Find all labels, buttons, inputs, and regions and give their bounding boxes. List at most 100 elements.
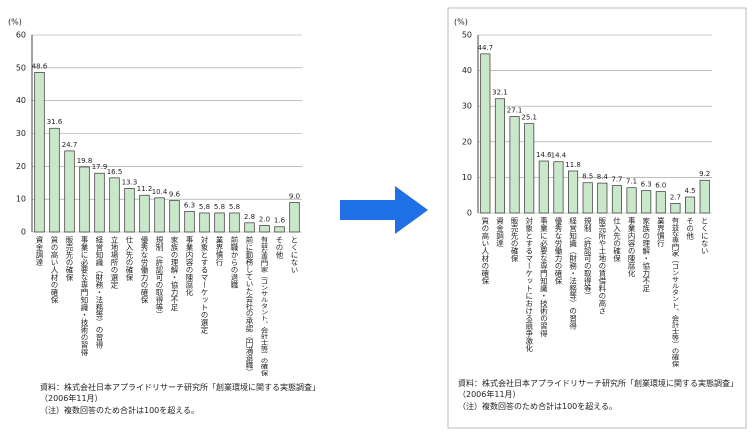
- x-tick-label: 質の高い人材の確保: [50, 235, 59, 305]
- note: （注）複数回答のため合計は100を超える。: [40, 406, 200, 415]
- x-tick-label: 資金調達: [35, 235, 44, 267]
- value-label: 11.2: [137, 185, 153, 193]
- bar: [34, 72, 45, 233]
- value-label: 5.8: [199, 203, 210, 211]
- bar: [94, 172, 105, 233]
- x-tick-label: 経営知識（財務・法務等）の習得: [95, 235, 104, 349]
- x-tick-label: とくにない: [700, 217, 709, 255]
- x-tick-label: 事業内容の陳腐化: [627, 216, 636, 278]
- value-label: 2.7: [670, 193, 681, 201]
- value-label: 2.0: [259, 215, 270, 223]
- y-tick-label: 0: [467, 209, 472, 218]
- value-label: 11.8: [565, 161, 581, 169]
- value-label: 2.8: [244, 213, 255, 221]
- bar: [289, 202, 300, 233]
- value-label: 4.5: [684, 187, 695, 195]
- bar: [229, 212, 240, 233]
- x-tick-label: 販売所や土地の賃借料の高さ: [598, 216, 607, 315]
- value-label: 6.3: [641, 181, 652, 189]
- x-tick-label: 立地場所の選定: [110, 235, 119, 290]
- bar: [568, 170, 579, 214]
- value-label: 9.6: [169, 190, 181, 198]
- x-tick-label: 事業内容の陳腐化: [185, 235, 194, 297]
- x-tick-label: 販売先の確保: [65, 235, 74, 282]
- bar: [480, 53, 491, 214]
- x-tick-label: 規制（許認可の取得等）: [583, 217, 592, 300]
- source: 資料：株式会社日本アプライドリサーチ研究所「創業環境に関する実態調査」（2006…: [458, 379, 738, 399]
- bar: [611, 185, 622, 214]
- value-label: 44.7: [478, 44, 494, 52]
- x-tick-label: 資金調達: [495, 216, 504, 249]
- x-tick-label: 優秀な労働力の確保: [140, 235, 149, 305]
- x-tick-label: 規制（許認可の取得等）: [155, 236, 164, 319]
- y-axis-label: (%): [454, 18, 468, 27]
- bar: [274, 226, 285, 233]
- bar: [259, 225, 270, 233]
- y-axis-label: (%): [8, 18, 22, 27]
- x-tick-label: その他: [275, 236, 284, 260]
- bar: [199, 212, 210, 233]
- y-tick-label: 20: [462, 137, 472, 146]
- x-tick-label: 質の高い人材の確保: [481, 216, 490, 286]
- bar: [641, 190, 652, 214]
- note: （注）複数回答のため合計は100を超える。: [458, 402, 618, 411]
- value-label: 5.8: [229, 203, 240, 211]
- y-tick-label: 50: [16, 63, 26, 72]
- value-label: 16.5: [107, 168, 123, 176]
- bar: [670, 203, 681, 214]
- y-tick-label: 40: [462, 66, 472, 75]
- bar: [597, 182, 608, 214]
- bar: [538, 160, 549, 214]
- bar: [655, 191, 666, 214]
- value-label: 10.4: [152, 188, 168, 196]
- value-label: 7.7: [611, 176, 622, 184]
- bar: [553, 161, 564, 214]
- x-tick-label: 仕入先の確保: [125, 235, 134, 282]
- y-tick-label: 20: [16, 162, 26, 171]
- x-tick-label: とくにない: [290, 236, 299, 274]
- x-tick-label: 前に勤務していた会社の承認（円満退職）: [245, 235, 254, 376]
- value-label: 7.1: [626, 178, 637, 186]
- value-label: 6.3: [184, 201, 195, 209]
- bar: [494, 98, 505, 214]
- x-tick-label: 優秀な労働力の確保: [554, 216, 563, 286]
- bar: [626, 187, 637, 214]
- value-label: 14.6: [536, 151, 552, 159]
- bar: [169, 200, 180, 233]
- frame: [447, 7, 747, 429]
- bar: [509, 116, 520, 214]
- bar: [64, 150, 75, 233]
- bar: [124, 187, 135, 233]
- value-label: 17.9: [92, 163, 108, 171]
- bar: [139, 194, 150, 233]
- value-label: 9.2: [699, 170, 710, 178]
- x-tick-label: 有益な専門家（コンサルタント、会計士等）の確保: [671, 216, 680, 368]
- bar: [524, 123, 535, 214]
- bar: [244, 222, 255, 233]
- bar: [685, 196, 696, 214]
- bar: [79, 166, 90, 233]
- bar: [184, 210, 195, 233]
- y-tick-label: 40: [16, 96, 26, 105]
- value-label: 25.1: [521, 114, 537, 122]
- y-tick-label: 30: [462, 102, 472, 111]
- value-label: 1.6: [274, 217, 286, 225]
- x-tick-label: 業界慣行: [215, 235, 224, 267]
- value-label: 24.7: [62, 141, 78, 149]
- x-tick-label: 家族の理解・協力不足: [170, 235, 179, 312]
- value-label: 32.1: [492, 89, 508, 97]
- y-tick-label: 50: [462, 31, 472, 40]
- value-label: 8.5: [582, 173, 593, 181]
- x-tick-label: 家族の理解・協力不足: [641, 216, 650, 293]
- y-tick-label: 10: [462, 173, 472, 182]
- y-tick-label: 30: [16, 129, 26, 138]
- source: 資料：株式会社日本アプライドリサーチ研究所「創業環境に関する実態調査」（2006…: [40, 383, 320, 403]
- x-tick-label: 前職からの退職: [230, 235, 239, 290]
- x-tick-label: 対象とするマーケットの選定: [200, 235, 209, 335]
- bar: [699, 179, 710, 214]
- x-tick-label: 事業に必要な専門知識・技術の習得: [80, 235, 89, 356]
- x-tick-label: 事業に必要な専門知識・技術の習得: [539, 216, 548, 337]
- value-label: 48.6: [32, 62, 48, 70]
